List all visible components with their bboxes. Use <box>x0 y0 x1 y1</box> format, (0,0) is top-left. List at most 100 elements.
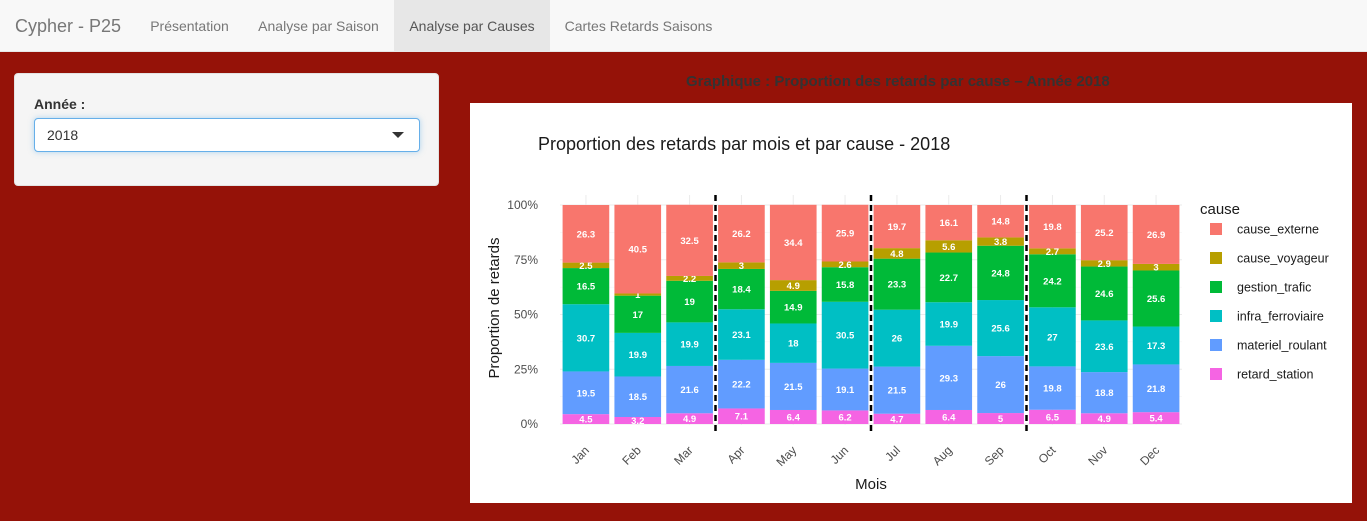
bar-value-label: 40.5 <box>629 245 648 256</box>
bar-value-label: 2.9 <box>1098 259 1111 270</box>
bar-value-label: 3 <box>739 261 744 272</box>
bar-retard_station <box>821 410 869 424</box>
x-tick-label: May <box>773 443 799 469</box>
app-brand[interactable]: Cypher - P25 <box>15 16 122 36</box>
y-axis-title: Proportion de retards <box>486 238 503 379</box>
bar-value-label: 3.8 <box>994 237 1007 248</box>
bar-value-label: 16.1 <box>940 218 959 229</box>
bar-value-label: 19.7 <box>888 222 907 233</box>
bar-value-label: 5.4 <box>1149 414 1163 425</box>
bar-retard_station <box>562 414 610 424</box>
bar-gestion_trafic <box>1080 266 1128 321</box>
bar-value-label: 27 <box>1047 332 1058 343</box>
legend-swatch-materiel_roulant <box>1210 339 1222 351</box>
x-tick-label: Aug <box>930 443 955 468</box>
chevron-down-icon[interactable] <box>392 132 404 138</box>
bar-value-label: 21.8 <box>1147 384 1166 395</box>
bar-cause_externe <box>718 205 765 263</box>
bar-materiel_roulant <box>562 371 610 415</box>
bar-value-label: 18.4 <box>732 285 751 296</box>
bar-value-label: 2.6 <box>838 260 851 271</box>
x-tick-label: Nov <box>1085 443 1110 468</box>
bar-infra_ferroviaire <box>1132 326 1180 365</box>
legend-swatch-retard_station <box>1210 368 1222 380</box>
legend-title: cause <box>1200 201 1240 218</box>
legend-label: cause_externe <box>1237 223 1319 237</box>
bar-value-label: 6.5 <box>1046 412 1060 423</box>
bar-retard_station <box>873 413 921 424</box>
bar-value-label: 29.3 <box>940 373 959 384</box>
bar-materiel_roulant <box>1132 364 1180 413</box>
bar-value-label: 18 <box>788 339 799 350</box>
tab-cartes-retards[interactable]: Cartes Retards Saisons <box>564 18 713 34</box>
bar-retard_station <box>977 413 1024 424</box>
bar-materiel_roulant <box>873 366 921 414</box>
bar-cause_voyageur <box>614 293 662 296</box>
bar-value-label: 26 <box>995 380 1006 391</box>
bar-retard_station <box>666 413 713 424</box>
bar-infra_ferroviaire <box>821 301 869 369</box>
stacked-bar-chart: Proportion des retards par mois et par c… <box>486 134 1329 493</box>
x-tick-label: Jul <box>882 443 903 464</box>
bar-value-label: 2.2 <box>683 274 696 285</box>
bar-materiel_roulant <box>718 359 765 409</box>
bar-value-label: 25.9 <box>836 229 855 240</box>
bar-value-label: 2.7 <box>1046 247 1059 258</box>
bar-cause_externe <box>666 204 713 276</box>
bar-cause_voyageur <box>1080 260 1128 267</box>
y-tick-label: 50% <box>514 308 538 322</box>
tab-analyse-causes[interactable]: Analyse par Causes <box>394 0 550 52</box>
bar-value-label: 7.1 <box>735 412 749 423</box>
bar-value-label: 26.9 <box>1147 230 1166 241</box>
bar-cause_voyageur <box>666 275 713 281</box>
year-select-value: 2018 <box>47 127 79 143</box>
y-tick-label: 25% <box>514 362 538 376</box>
legend-swatch-gestion_trafic <box>1210 281 1222 293</box>
bar-value-label: 30.7 <box>577 333 596 344</box>
bar-value-label: 1 <box>635 290 641 301</box>
bar-value-label: 6.4 <box>942 412 956 423</box>
bar-cause_externe <box>1132 205 1180 264</box>
bar-value-label: 5.6 <box>942 242 955 253</box>
bar-retard_station <box>925 409 973 424</box>
legend-label: retard_station <box>1237 368 1313 382</box>
bar-infra_ferroviaire <box>666 322 713 366</box>
bar-value-label: 3 <box>1153 263 1158 274</box>
bar-gestion_trafic <box>1029 254 1076 308</box>
year-label: Année : <box>34 96 86 112</box>
bar-value-label: 25.6 <box>1147 294 1166 305</box>
tab-presentation[interactable]: Présentation <box>150 18 229 34</box>
bar-value-label: 4.7 <box>890 414 903 425</box>
bar-value-label: 18.8 <box>1095 388 1114 399</box>
bar-retard_station <box>718 408 765 424</box>
bar-value-label: 22.2 <box>732 380 751 391</box>
bar-cause_voyageur <box>821 261 869 268</box>
bar-value-label: 14.8 <box>991 217 1010 228</box>
bar-cause_externe <box>821 204 869 262</box>
bar-infra_ferroviaire <box>977 300 1024 357</box>
bar-value-label: 2.5 <box>579 261 593 272</box>
bar-cause_voyageur <box>718 262 765 269</box>
bar-value-label: 19.9 <box>680 340 699 351</box>
x-tick-label: Jun <box>828 443 852 467</box>
bar-materiel_roulant <box>769 362 817 410</box>
y-tick-label: 100% <box>507 198 538 212</box>
bar-value-label: 19.1 <box>836 385 855 396</box>
bar-value-label: 19.8 <box>1043 384 1062 395</box>
bar-gestion_trafic <box>1132 270 1180 327</box>
bar-cause_voyageur <box>1132 263 1180 271</box>
x-axis-title: Mois <box>855 476 887 493</box>
bar-value-label: 15.8 <box>836 280 855 291</box>
bar-gestion_trafic <box>562 268 610 305</box>
bar-cause_externe <box>769 204 817 281</box>
bar-value-label: 4.5 <box>579 415 593 426</box>
tab-analyse-saison[interactable]: Analyse par Saison <box>258 18 379 34</box>
bar-gestion_trafic <box>925 252 973 303</box>
bar-infra_ferroviaire <box>1029 307 1076 367</box>
year-select[interactable]: 2018 <box>34 118 420 152</box>
bar-retard_station <box>1029 409 1076 424</box>
legend-swatch-cause_voyageur <box>1210 252 1222 264</box>
bar-infra_ferroviaire <box>718 309 765 360</box>
bar-value-label: 22.7 <box>940 273 959 284</box>
bar-value-label: 6.4 <box>787 412 801 423</box>
